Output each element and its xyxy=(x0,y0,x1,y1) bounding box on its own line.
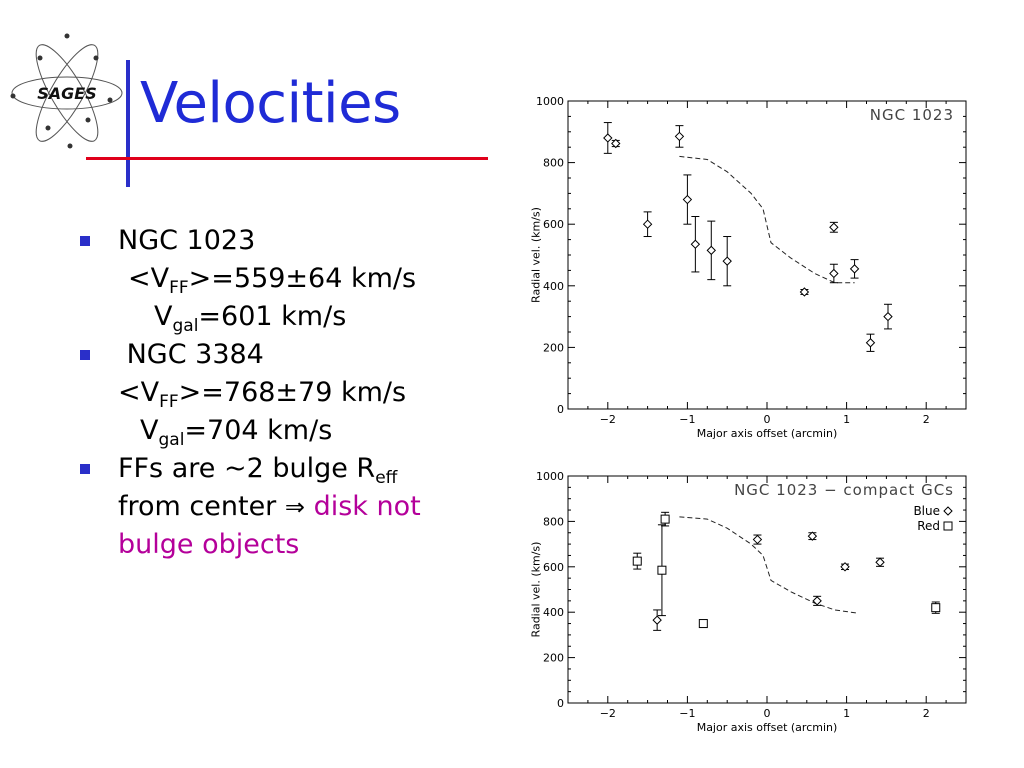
y-axis-label: Radial vel. (km/s) xyxy=(529,542,542,638)
logo-stars xyxy=(10,33,113,149)
data-point-square xyxy=(698,619,708,629)
logo-orbit xyxy=(35,44,99,142)
x-tick-label: 2 xyxy=(923,413,930,426)
x-tick-label: 1 xyxy=(843,413,850,426)
data-point-diamond xyxy=(875,557,885,567)
logo-orbit xyxy=(35,44,99,142)
data-point-square xyxy=(660,514,670,524)
x-tick-label: −1 xyxy=(679,413,695,426)
legend-label: Red xyxy=(917,519,940,533)
bullet-line: <VFF>=559±64 km/s xyxy=(128,263,417,298)
x-tick-label: −1 xyxy=(679,707,695,720)
x-tick-label: −2 xyxy=(600,413,616,426)
data-point-diamond xyxy=(752,534,763,545)
logo-orbit xyxy=(11,76,123,110)
bullet-item: NGC 3384 <VFF>=768±79 km/s Vgal=704 km/s xyxy=(80,336,500,450)
y-tick-label: 400 xyxy=(543,606,564,619)
model-curve xyxy=(679,516,859,614)
chart-title: NGC 1023 − compact GCs xyxy=(734,481,954,499)
bullet-item: FFs are ~2 bulge Reff from center ⇒ disk… xyxy=(80,450,500,564)
data-point-diamond xyxy=(812,596,822,606)
title-underline xyxy=(86,157,488,160)
data-point-diamond xyxy=(674,131,685,142)
bullet-line: Vgal=704 km/s xyxy=(140,415,333,450)
data-point-diamond xyxy=(829,268,839,279)
data-point-diamond xyxy=(883,311,893,322)
x-axis-label: Major axis offset (arcmin) xyxy=(697,721,838,734)
data-point-square xyxy=(931,603,941,613)
data-point-diamond xyxy=(603,133,613,143)
data-point-square xyxy=(632,556,642,566)
model-curve xyxy=(679,155,855,284)
x-tick-label: −2 xyxy=(600,707,616,720)
data-point-diamond xyxy=(865,338,876,348)
bullet-line: bulge objects xyxy=(118,529,300,560)
bullet-marker xyxy=(80,464,90,474)
legend-label: Blue xyxy=(913,504,940,518)
y-tick-label: 200 xyxy=(543,341,564,354)
chart-title: NGC 1023 xyxy=(870,106,954,124)
legend-marker-square xyxy=(943,521,953,531)
data-point-diamond xyxy=(652,615,662,625)
chart-ngc1023-compact-gcs: 0 200 400 600 800 1000 −2 −1 0 1 2 Major axis offse… xyxy=(502,466,980,742)
bullet-marker xyxy=(80,350,90,360)
bullet-line: NGC 3384 xyxy=(118,339,264,370)
data-point-diamond xyxy=(642,219,653,229)
data-point-diamond xyxy=(807,531,818,541)
data-point-diamond xyxy=(849,264,860,274)
data-point-diamond xyxy=(611,138,621,149)
data-point-diamond xyxy=(722,256,732,266)
bullet-line: from center ⇒ disk not xyxy=(118,491,421,522)
y-tick-label: 800 xyxy=(543,515,564,528)
title-vertical-rule xyxy=(126,60,130,187)
data-point-square xyxy=(657,565,667,575)
page-title: Velocities xyxy=(140,71,401,136)
y-tick-label: 600 xyxy=(543,218,564,231)
plot-frame xyxy=(567,100,967,410)
bullet-line: <VFF>=768±79 km/s xyxy=(118,377,407,412)
sages-logo: SAGES xyxy=(10,33,123,149)
plot-frame xyxy=(567,475,967,704)
y-tick-label: 800 xyxy=(543,157,564,170)
y-axis-label: Radial vel. (km/s) xyxy=(529,207,542,303)
bullet-item: NGC 1023 <VFF>=559±64 km/s Vgal=601 km/s xyxy=(80,222,500,336)
x-tick-label: 1 xyxy=(843,707,850,720)
legend-marker-diamond xyxy=(943,506,953,516)
x-tick-label: 2 xyxy=(923,707,930,720)
data-point-diamond xyxy=(682,194,693,205)
x-axis-label: Major axis offset (arcmin) xyxy=(697,427,838,440)
y-tick-label: 200 xyxy=(543,652,564,665)
chart-svg: 0 200 400 600 800 1000 −2 −1 0 1 2 Major axis offse… xyxy=(529,470,967,734)
bullet-list: NGC 1023 <VFF>=559±64 km/s Vgal=601 km/s… xyxy=(80,222,500,564)
y-tick-label: 1000 xyxy=(536,95,564,108)
y-tick-label: 600 xyxy=(543,561,564,574)
data-point-diamond xyxy=(799,287,810,297)
data-point-diamond xyxy=(840,562,850,572)
logo-text: SAGES xyxy=(37,84,97,103)
data-point-diamond xyxy=(829,222,839,232)
y-tick-label: 400 xyxy=(543,280,564,293)
chart-ngc1023: 0 200 400 600 800 1000 −2 −1 0 1 2 Major axis offse… xyxy=(502,93,980,455)
chart-svg: 0 200 400 600 800 1000 −2 −1 0 1 2 Major axis offse… xyxy=(529,95,967,440)
implies-symbol: ⇒ xyxy=(284,493,305,521)
bullet-line: Vgal=601 km/s xyxy=(154,301,347,336)
x-tick-label: 0 xyxy=(764,707,771,720)
data-point-diamond xyxy=(690,239,701,249)
x-tick-label: 0 xyxy=(764,413,771,426)
bullet-line: FFs are ~2 bulge Reff xyxy=(118,453,398,488)
y-tick-label: 1000 xyxy=(536,470,564,483)
bullet-marker xyxy=(80,236,90,246)
y-tick-label: 0 xyxy=(557,697,564,710)
bullet-line: NGC 1023 xyxy=(118,225,256,256)
data-point-diamond xyxy=(706,245,716,256)
y-tick-label: 0 xyxy=(557,403,564,416)
